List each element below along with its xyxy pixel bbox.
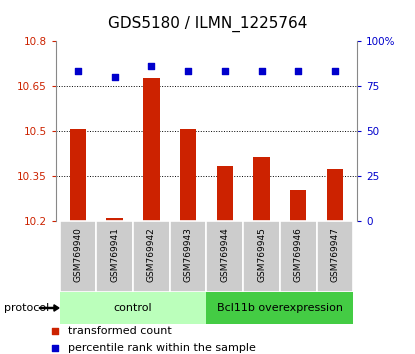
Bar [60,221,96,292]
Text: GSM769945: GSM769945 [257,227,266,282]
Text: percentile rank within the sample: percentile rank within the sample [68,343,256,353]
Point [222,69,228,74]
Text: transformed count: transformed count [68,326,171,336]
Point [111,74,118,80]
Text: control: control [114,303,152,313]
Point [52,345,59,350]
Bar [207,221,243,292]
Text: protocol: protocol [4,303,49,313]
Text: GSM769946: GSM769946 [294,227,303,282]
Bar [280,221,317,292]
Bar [133,221,170,292]
Point [258,69,265,74]
Text: GSM769940: GSM769940 [73,227,83,282]
Bar [143,78,160,221]
Text: GSM769944: GSM769944 [220,227,229,282]
Text: GSM769943: GSM769943 [183,227,193,282]
Point [148,63,155,69]
Bar [170,221,207,292]
Bar [96,221,133,292]
Bar [70,130,86,221]
Bar [253,156,270,221]
Point [185,69,191,74]
Text: GSM769947: GSM769947 [330,227,339,282]
Bar [207,292,353,324]
Text: GSM769942: GSM769942 [147,227,156,282]
Text: Bcl11b overexpression: Bcl11b overexpression [217,303,343,313]
Bar [290,190,306,221]
Bar [107,218,123,221]
Bar [180,130,196,221]
Bar [60,292,207,324]
Text: GSM769941: GSM769941 [110,227,119,282]
Bar [327,169,343,221]
Point [332,69,338,74]
Point [295,69,302,74]
Bar [243,221,280,292]
Bar [217,166,233,221]
Point [75,69,81,74]
Bar [317,221,353,292]
Point [52,329,59,334]
Text: GDS5180 / ILMN_1225764: GDS5180 / ILMN_1225764 [108,16,307,32]
